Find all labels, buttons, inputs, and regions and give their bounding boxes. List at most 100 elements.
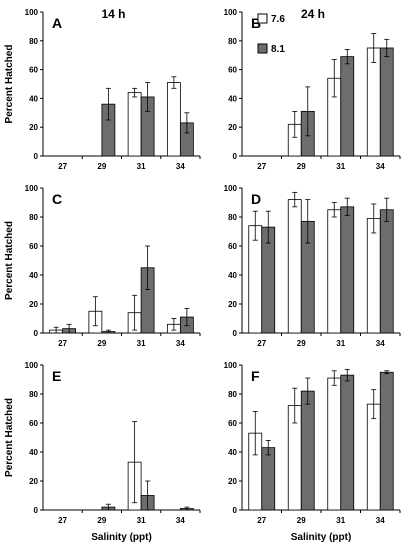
category-label: 27 <box>257 516 266 525</box>
panel-d: 0 20 40 60 80 100 27 29 31 34 D <box>224 184 401 348</box>
bar-low <box>366 403 381 511</box>
bar-high <box>340 374 355 511</box>
y-tick-label: 0 <box>34 152 39 161</box>
panel-title: 14 h <box>101 7 125 21</box>
y-tick-label: 60 <box>29 419 38 428</box>
category-label: 29 <box>97 339 106 348</box>
y-tick-label: 80 <box>228 390 237 399</box>
category-label: 27 <box>58 516 67 525</box>
bar-low <box>327 377 342 511</box>
y-tick-label: 100 <box>25 8 39 17</box>
y-tick-label: 0 <box>233 506 238 515</box>
bar-high <box>379 47 394 157</box>
bar-low <box>287 199 302 334</box>
panel-a: 0 20 40 60 80 100 27 29 31 34 A 14 h Percent Hatched <box>4 7 201 171</box>
panel-label: D <box>251 191 261 207</box>
y-tick-label: 40 <box>29 94 38 103</box>
y-tick-label: 100 <box>224 8 238 17</box>
y-tick-label: 0 <box>34 329 39 338</box>
y-tick-label: 60 <box>228 66 237 75</box>
y-tick-label: 60 <box>29 66 38 75</box>
category-label: 34 <box>176 162 185 171</box>
category-label: 31 <box>137 162 146 171</box>
y-tick-label: 80 <box>29 390 38 399</box>
y-tick-label: 20 <box>29 123 38 132</box>
category-label: 31 <box>336 516 345 525</box>
category-label: 27 <box>257 162 266 171</box>
y-tick-label: 40 <box>228 448 237 457</box>
category-label: 34 <box>376 162 385 171</box>
panel-c: 0 20 40 60 80 100 27 29 31 34 C Percent Hatched <box>4 184 201 348</box>
bar-high <box>340 206 355 334</box>
bar-low <box>127 92 142 157</box>
y-tick-label: 100 <box>224 361 238 370</box>
y-tick-label: 60 <box>29 242 38 251</box>
category-label: 34 <box>376 516 385 525</box>
y-tick-label: 60 <box>228 419 237 428</box>
y-tick-label: 20 <box>228 477 237 486</box>
panel-f: 0 20 40 60 80 100 27 29 31 34 F Salinity (ppt) <box>224 361 401 543</box>
bar-low <box>166 82 181 157</box>
panel-title: 24 h <box>301 7 325 21</box>
y-tick-label: 20 <box>29 477 38 486</box>
category-label: 29 <box>297 516 306 525</box>
category-label: 29 <box>297 162 306 171</box>
category-label: 27 <box>58 339 67 348</box>
category-label: 31 <box>336 162 345 171</box>
panel-label: E <box>52 368 61 384</box>
legend-label-low: 7.6 <box>271 14 285 25</box>
category-label: 31 <box>137 339 146 348</box>
category-label: 34 <box>176 516 185 525</box>
category-label: 34 <box>176 339 185 348</box>
panel-label: F <box>251 368 260 384</box>
panel-label: A <box>52 15 62 31</box>
category-label: 31 <box>336 339 345 348</box>
y-tick-label: 60 <box>228 242 237 251</box>
y-tick-label: 100 <box>25 184 39 193</box>
category-label: 29 <box>97 516 106 525</box>
bar-low <box>366 218 381 334</box>
bar-high <box>261 447 276 511</box>
y-tick-label: 40 <box>29 271 38 280</box>
y-tick-label: 40 <box>228 94 237 103</box>
y-tick-label: 0 <box>233 329 238 338</box>
panel-b: 0 20 40 60 80 100 27 29 31 34 B 24 h <box>224 7 401 171</box>
y-tick-label: 80 <box>29 37 38 46</box>
legend-swatch-low <box>257 13 268 24</box>
bar-low <box>366 47 381 157</box>
panel-e: 0 20 40 60 80 100 27 29 31 34 E Percent Hatched Sali… <box>4 361 201 543</box>
x-axis-label: Salinity (ppt) <box>291 532 352 543</box>
category-label: 34 <box>376 339 385 348</box>
bar-low <box>248 225 263 334</box>
y-tick-label: 100 <box>25 361 39 370</box>
y-tick-label: 100 <box>224 184 238 193</box>
y-tick-label: 20 <box>228 123 237 132</box>
y-tick-label: 40 <box>29 448 38 457</box>
y-axis-label: Percent Hatched <box>4 45 15 124</box>
category-label: 29 <box>297 339 306 348</box>
bar-high <box>379 209 394 334</box>
panel-label: B <box>251 15 261 31</box>
y-tick-label: 80 <box>228 213 237 222</box>
category-label: 27 <box>58 162 67 171</box>
bar-high <box>340 56 355 157</box>
category-label: 27 <box>257 339 266 348</box>
legend-label-high: 8.1 <box>271 44 285 55</box>
x-axis-label: Salinity (ppt) <box>91 532 152 543</box>
panel-label: C <box>52 191 62 207</box>
bar-high <box>300 390 315 511</box>
category-label: 29 <box>97 162 106 171</box>
bar-low <box>327 209 342 334</box>
category-label: 31 <box>137 516 146 525</box>
legend: 7.6 8.1 <box>257 13 285 55</box>
y-tick-label: 40 <box>228 271 237 280</box>
y-tick-label: 0 <box>34 506 39 515</box>
y-axis-label: Percent Hatched <box>4 221 15 300</box>
y-tick-label: 0 <box>233 152 238 161</box>
y-tick-label: 80 <box>29 213 38 222</box>
y-tick-label: 20 <box>228 300 237 309</box>
bar-high <box>379 371 394 511</box>
y-tick-label: 20 <box>29 300 38 309</box>
legend-swatch-high <box>257 43 268 54</box>
